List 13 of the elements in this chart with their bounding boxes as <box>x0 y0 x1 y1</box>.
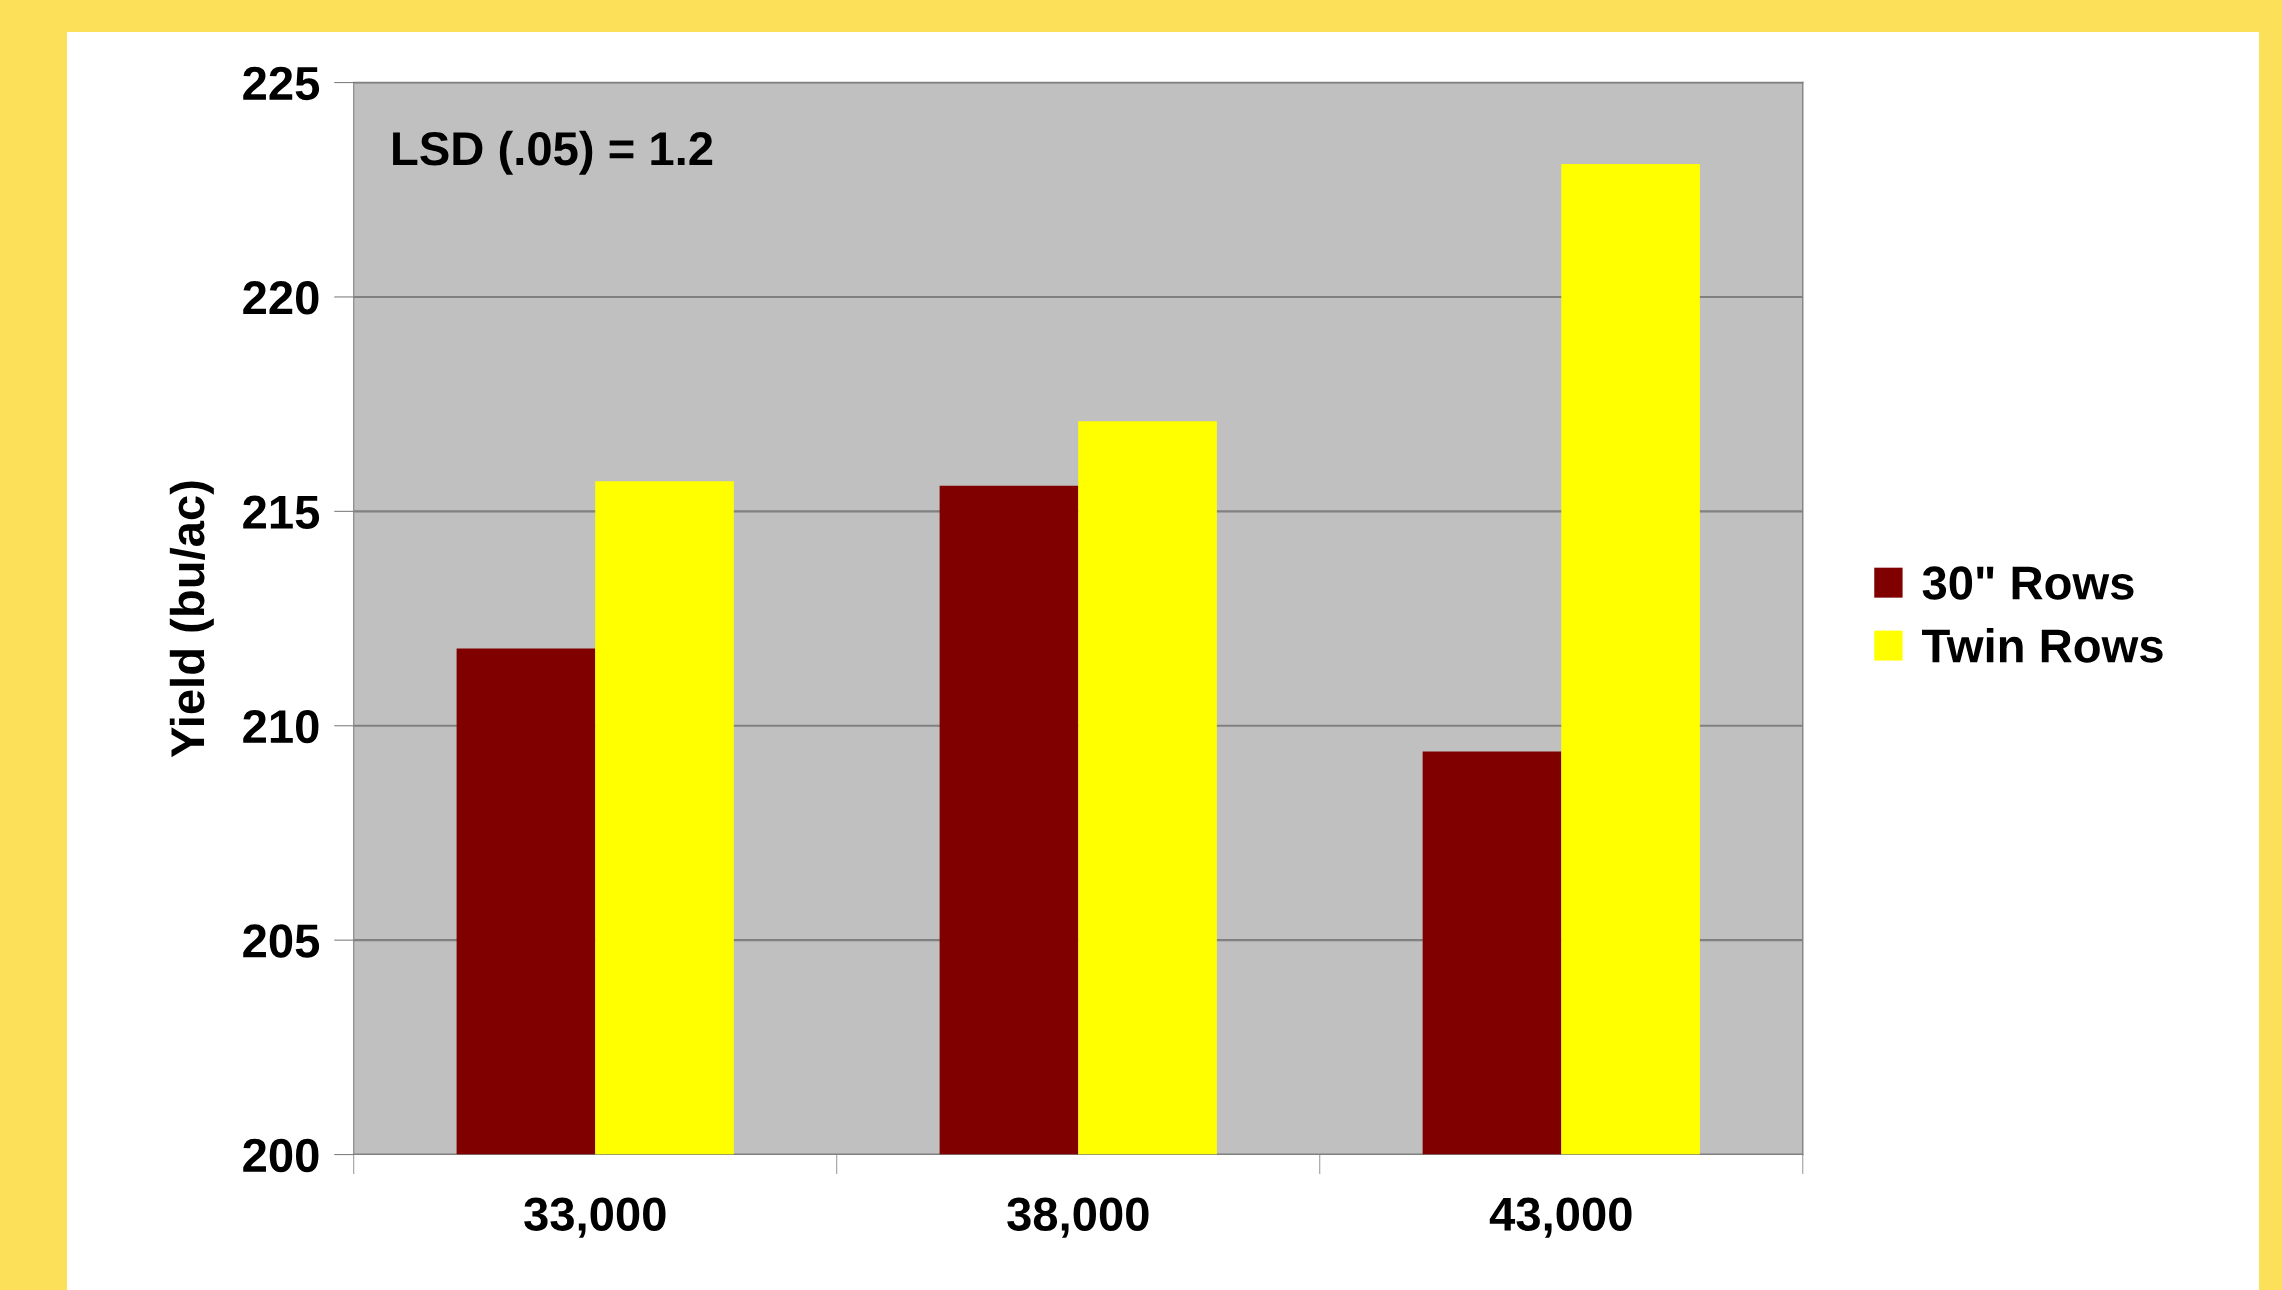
y-tick-label: 215 <box>243 495 320 529</box>
y-axis-title: Yield (bu/ac) <box>169 481 214 758</box>
annotation: LSD (.05) = 1.2 <box>393 130 713 175</box>
legend-label: Twin Rows <box>1922 628 2163 663</box>
y-tick-label: 200 <box>243 1138 319 1173</box>
legend-label: 30" Rows <box>1922 566 2134 600</box>
y-tick-label: 205 <box>243 924 320 958</box>
x-tick-label: 38,000 <box>1007 1197 1149 1238</box>
y-tick-label: 220 <box>243 281 319 315</box>
x-tick-label: 33,000 <box>524 1197 666 1238</box>
x-tick-label: 43,000 <box>1489 1197 1632 1238</box>
y-tick-label: 210 <box>243 709 319 744</box>
y-tick-label: 225 <box>243 66 320 101</box>
